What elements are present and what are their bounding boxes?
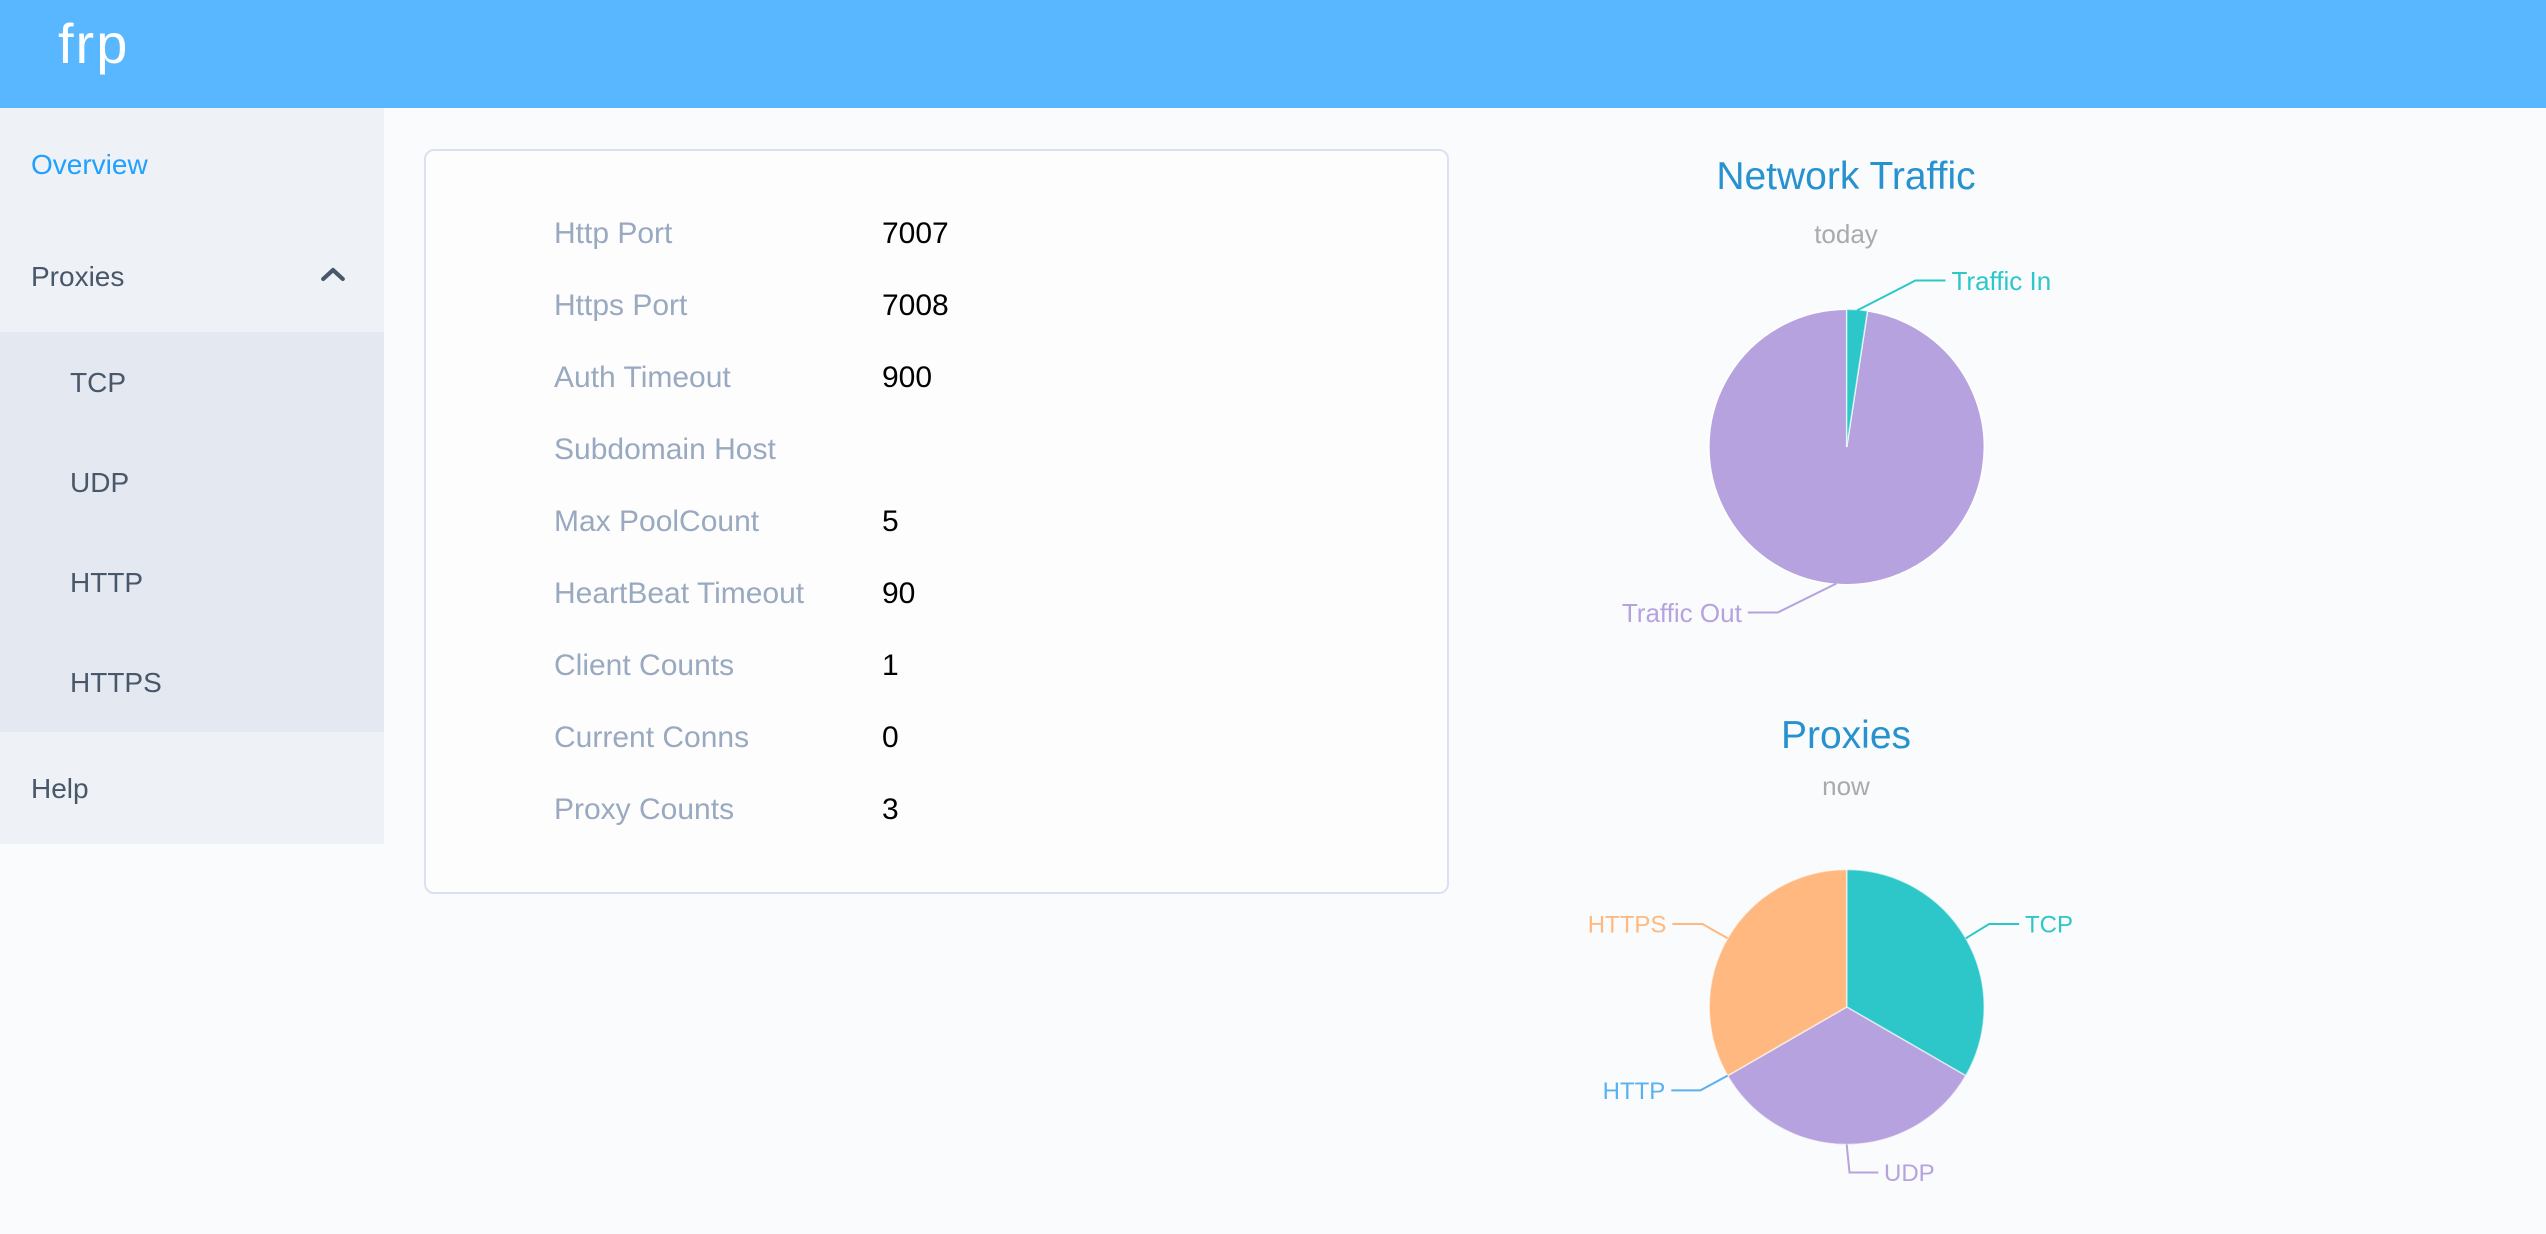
svg-text:today: today xyxy=(1814,219,1878,249)
svg-text:Traffic Out: Traffic Out xyxy=(1622,598,1743,628)
svg-text:Proxies: Proxies xyxy=(1781,714,1911,757)
svg-text:UDP: UDP xyxy=(1884,1160,1935,1187)
svg-text:Network Traffic: Network Traffic xyxy=(1716,155,1975,198)
svg-text:now: now xyxy=(1822,771,1870,801)
svg-text:TCP: TCP xyxy=(2025,912,2073,939)
svg-text:Traffic In: Traffic In xyxy=(1952,266,2052,296)
svg-text:HTTPS: HTTPS xyxy=(1588,912,1667,939)
svg-text:HTTP: HTTP xyxy=(1603,1078,1666,1105)
